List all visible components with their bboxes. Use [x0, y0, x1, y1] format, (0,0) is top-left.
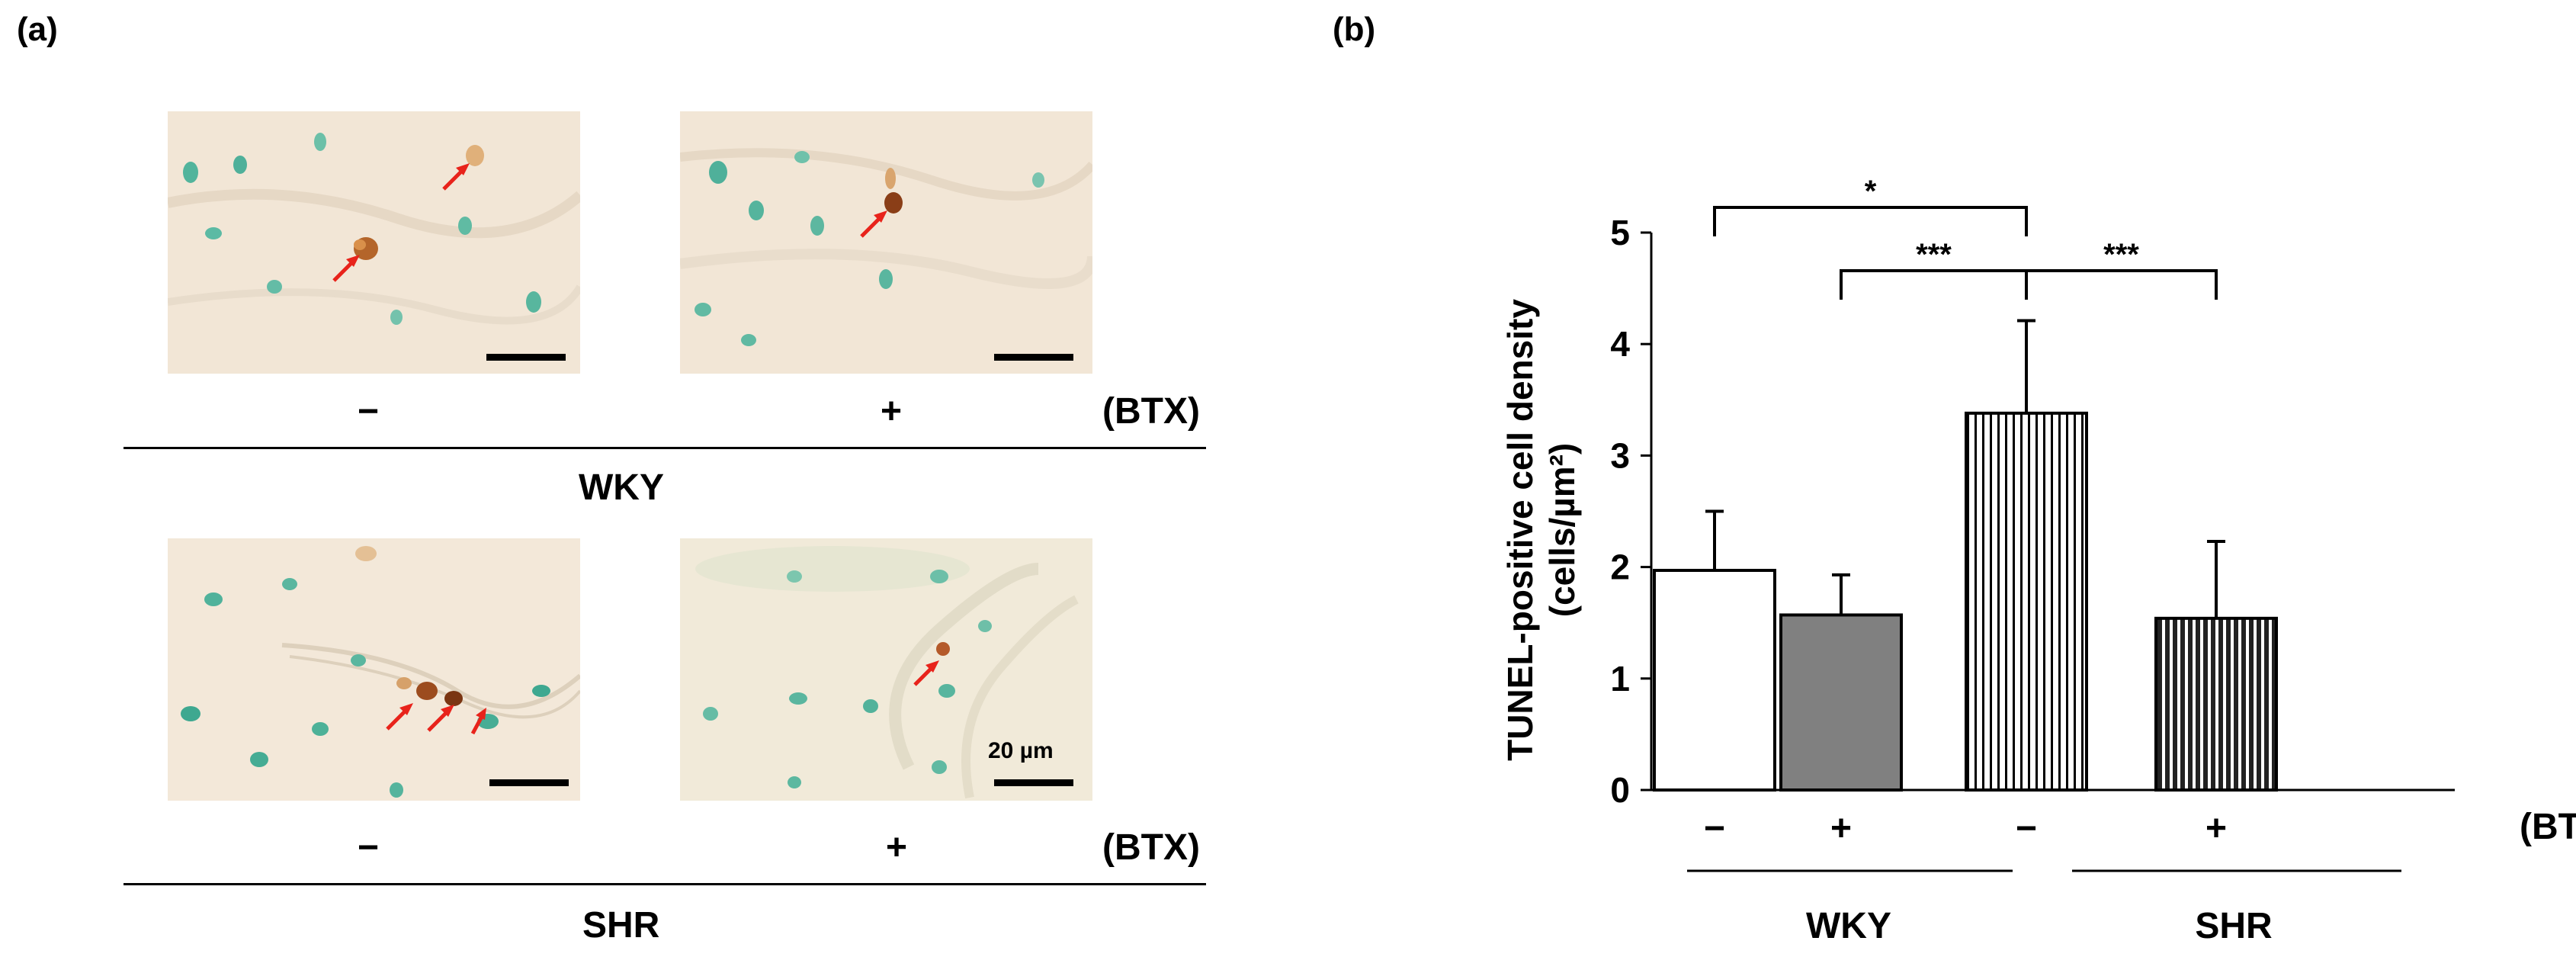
significance-label-0: * [1865, 175, 1877, 208]
wky-group-label: WKY [579, 467, 664, 508]
shr-group-label: SHR [582, 905, 660, 946]
chart-wky-group-label: WKY [1806, 906, 1891, 946]
significance-label-2: *** [2103, 238, 2139, 271]
micrograph-shr-plus [680, 538, 1092, 801]
shr-group-line [124, 883, 1206, 885]
x-category-label: + [2205, 808, 2227, 849]
chart-shr-group-label: SHR [2195, 906, 2272, 946]
shr-btx-label: (BTX) [1102, 827, 1200, 868]
shr-plus-label: + [886, 827, 908, 868]
y-tick-label: 5 [1610, 213, 1630, 252]
y-tick-label: 3 [1610, 435, 1630, 475]
bar-chart: TUNEL-positive cell density (cells/µm²) … [1500, 175, 2576, 946]
micrograph-shr-minus [168, 538, 580, 801]
scale-bar-label: 20 µm [988, 738, 1054, 763]
significance-bracket-1 [1840, 269, 2028, 300]
significance-bracket-0 [1713, 206, 2028, 236]
chart-btx-label: (BTX) [2520, 807, 2576, 847]
y-tick-label: 4 [1610, 324, 1630, 364]
significance-label-1: *** [1916, 238, 1952, 271]
significance-bracket-2 [2025, 269, 2218, 300]
x-category-label: − [1704, 808, 1725, 849]
y-axis-label-line2: (cells/µm²) [1542, 443, 1582, 617]
y-tick-label: 0 [1610, 770, 1630, 810]
shr-minus-label: − [358, 827, 380, 868]
wky-btx-label: (BTX) [1102, 391, 1200, 432]
y-tick-label: 1 [1610, 659, 1630, 698]
micrograph-wky-minus [168, 111, 580, 374]
panel-b-label: (b) [1333, 11, 1376, 48]
wky-minus-label: − [358, 391, 380, 432]
bar-2 [1965, 411, 2088, 792]
x-category-label: − [2016, 808, 2037, 849]
wky-group-line [124, 447, 1206, 449]
panel-a-label: (a) [17, 11, 58, 48]
x-category-label: + [1830, 808, 1852, 849]
bar-3 [2154, 616, 2278, 792]
bar-1 [1779, 613, 1903, 792]
wky-plus-label: + [881, 391, 903, 432]
y-axis-label-line1: TUNEL-positive cell density [1500, 299, 1540, 761]
bar-0 [1653, 568, 1776, 792]
y-tick-label: 2 [1610, 548, 1630, 587]
micrograph-wky-plus [680, 111, 1092, 374]
